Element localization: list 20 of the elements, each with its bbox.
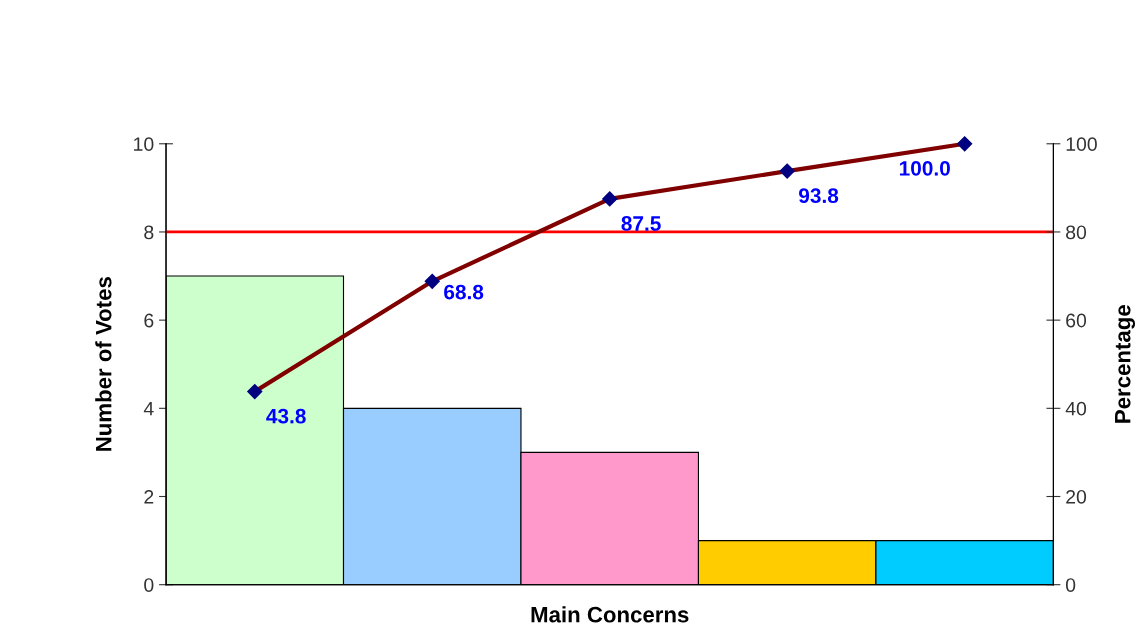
y2-tick-label: 80 xyxy=(1066,225,1087,240)
data-label: 87.5 xyxy=(621,216,661,231)
x-axis-title: Main Concerns xyxy=(531,606,689,623)
data-label: 93.8 xyxy=(799,188,839,204)
y-tick-label: 8 xyxy=(144,225,154,240)
data-label: 43.8 xyxy=(266,408,306,424)
y2-axis-title: Percentage xyxy=(1115,305,1136,423)
y-tick-label: 6 xyxy=(144,313,154,328)
y2-tick-label: 40 xyxy=(1065,401,1087,416)
y-axis-title: Number of Votes xyxy=(95,277,112,451)
y-tick-label: 0 xyxy=(144,578,154,592)
y-tick-label: 2 xyxy=(144,489,154,504)
data-label: 100.0 xyxy=(899,160,950,176)
y2-tick-label: 0 xyxy=(1065,578,1076,592)
y2-tick-label: 60 xyxy=(1066,313,1087,328)
y2-tick-label: 100 xyxy=(1066,137,1097,152)
y2-tick-label: 20 xyxy=(1066,489,1087,504)
data-label: 68.8 xyxy=(444,284,484,300)
y-tick-label: 4 xyxy=(143,401,154,416)
y-tick-label: 10 xyxy=(134,137,154,152)
